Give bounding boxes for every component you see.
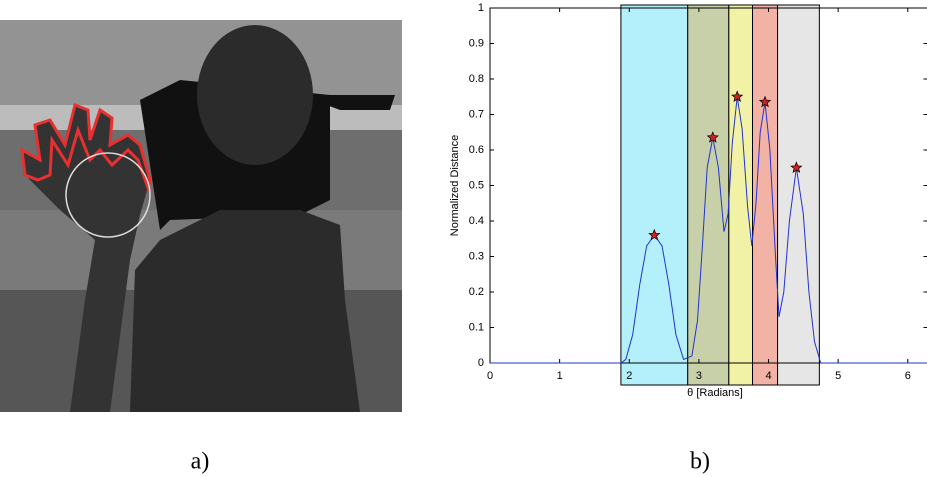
x-tick-label: 4 <box>765 370 771 382</box>
region <box>621 5 688 385</box>
y-tick-label: 0 <box>478 357 484 369</box>
x-tick-label: 0 <box>487 370 493 382</box>
y-tick-label: 0.7 <box>469 108 484 120</box>
y-tick-label: 0.5 <box>469 179 484 191</box>
x-tick-label: 3 <box>696 370 702 382</box>
x-tick-label: 5 <box>835 370 841 382</box>
figure: a) b) 0 0.1 0.2 0.3 0.4 0.5 0.6 0.7 0.8 0.9 1 0 1 2 3 4… <box>0 0 927 477</box>
y-tick-label: 0.8 <box>469 73 484 85</box>
y-tick-label: 0.2 <box>469 286 484 298</box>
region <box>688 5 729 385</box>
region <box>729 5 753 385</box>
y-tick-label: 1 <box>478 2 484 14</box>
y-axis-label: Normalized Distance <box>449 135 461 236</box>
y-tick-label: 0.1 <box>469 321 484 333</box>
y-tick-label: 0.3 <box>469 250 484 262</box>
y-tick-label: 0.9 <box>469 37 484 49</box>
x-tick-label: 2 <box>626 370 632 382</box>
body <box>130 210 360 412</box>
depth-image <box>0 20 402 412</box>
y-tick-label: 0.6 <box>469 144 484 156</box>
head <box>197 25 313 165</box>
caption: b) <box>690 449 710 475</box>
x-tick-label: 1 <box>557 370 563 382</box>
x-tick-label: 6 <box>905 370 911 382</box>
x-axis-label: θ [Radians] <box>687 387 743 399</box>
y-tick-label: 0.4 <box>469 215 484 227</box>
caption: a) <box>191 449 210 475</box>
